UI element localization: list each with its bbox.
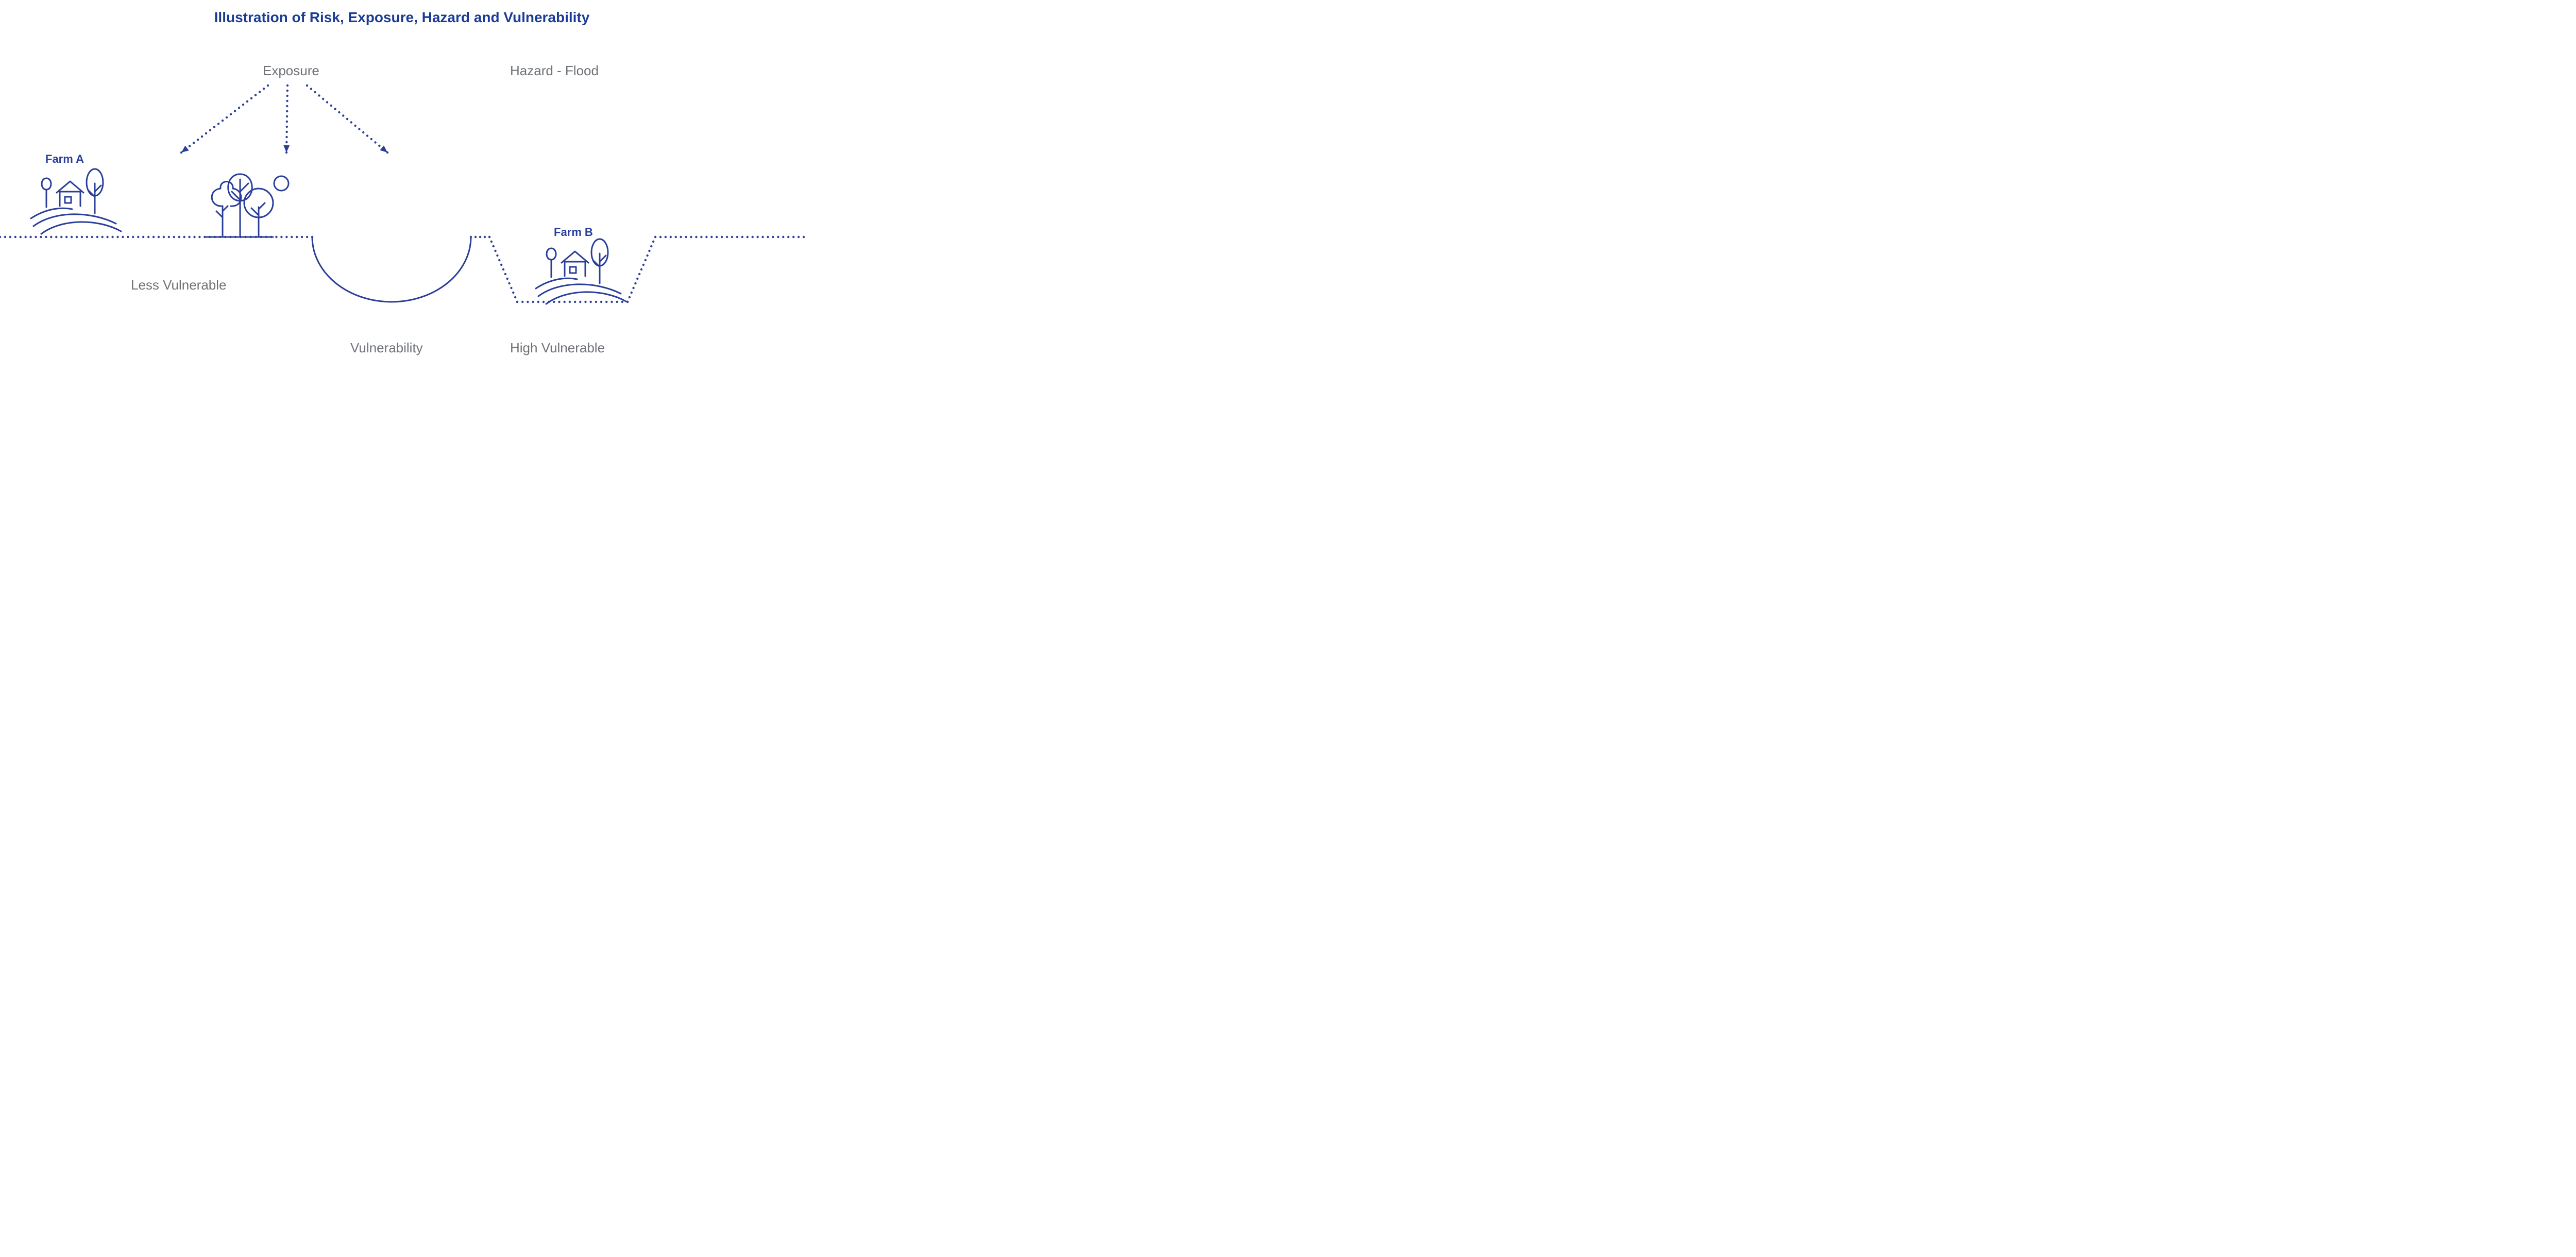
farm-a-icon	[31, 169, 121, 234]
diagram-container: Illustration of Risk, Exposure, Hazard a…	[0, 0, 804, 378]
dotted-line	[516, 301, 629, 303]
arrowhead-icon	[380, 145, 387, 152]
dotted-line	[654, 236, 805, 238]
dotted-line	[306, 84, 388, 154]
dotted-line	[180, 84, 269, 154]
trees-icon	[206, 174, 289, 237]
vulnerability-arc	[312, 237, 471, 302]
dotted-line	[285, 84, 289, 154]
arrowhead-icon	[181, 146, 189, 152]
dotted-line	[626, 236, 656, 303]
dotted-line	[470, 236, 490, 238]
farm-b-icon	[536, 239, 626, 304]
dotted-line	[488, 236, 518, 303]
arrowhead-icon	[283, 145, 290, 152]
diagram-svg	[0, 0, 804, 378]
